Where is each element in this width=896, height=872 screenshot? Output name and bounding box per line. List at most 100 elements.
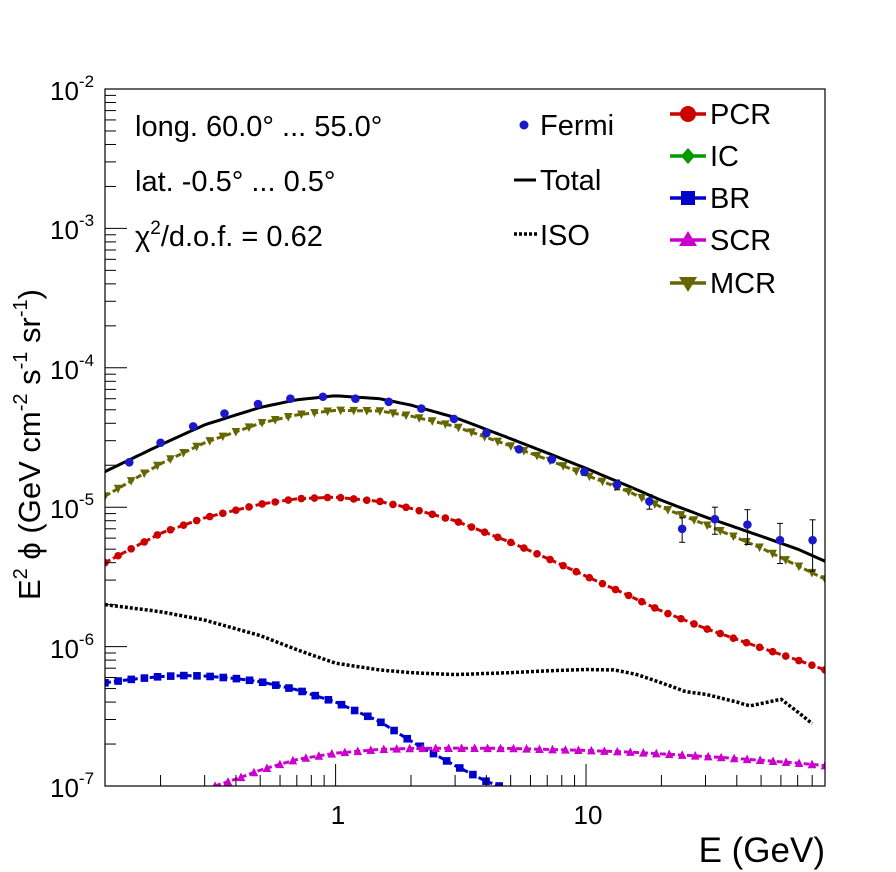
- pcr-point: [153, 531, 162, 539]
- mcr-point: [139, 469, 149, 479]
- pcr-point: [192, 516, 201, 525]
- br-point: [363, 712, 372, 721]
- scr-point: [574, 745, 583, 755]
- pcr-point: [415, 506, 423, 515]
- pcr-point: [179, 521, 188, 529]
- br-point: [311, 691, 320, 700]
- pcr-point: [467, 523, 476, 531]
- pcr-point: [232, 506, 240, 514]
- mcr-point: [558, 462, 568, 471]
- mcr-point: [794, 562, 804, 572]
- pcr-point: [310, 494, 319, 502]
- legend-br-label: BR: [710, 183, 750, 215]
- fermi-point: [156, 438, 165, 448]
- mcr-point: [126, 477, 136, 486]
- y-tick-label: 10-5: [50, 490, 94, 524]
- x-tick-labels: 1 10: [331, 800, 603, 830]
- pcr-point: [624, 591, 633, 600]
- scr-point: [249, 767, 259, 777]
- mcr-line: [105, 408, 825, 581]
- br-point: [285, 684, 293, 692]
- pcr-point: [651, 604, 659, 612]
- mcr-point: [362, 407, 372, 416]
- mcr-point: [297, 410, 306, 420]
- br-point: [193, 672, 201, 680]
- fermi-point: [645, 497, 654, 506]
- mcr-point: [375, 407, 385, 416]
- fermi-point: [417, 404, 426, 413]
- fermi-points-layer: [124, 392, 817, 572]
- br-point: [166, 672, 175, 680]
- x-tick-label: 1: [331, 800, 345, 830]
- br-point: [219, 673, 228, 682]
- fermi-point: [775, 535, 785, 545]
- mcr-point: [663, 505, 673, 515]
- scr-point: [470, 743, 479, 753]
- scr-point: [651, 748, 661, 758]
- fermi-point: [318, 392, 328, 402]
- legend-mcr-label: MCR: [710, 268, 776, 300]
- pcr-point: [729, 634, 738, 642]
- scr-point: [444, 743, 453, 752]
- mcr-point: [192, 442, 201, 452]
- pcr-point: [716, 629, 725, 638]
- scr-point: [483, 743, 492, 753]
- mcr-point: [637, 493, 647, 503]
- pcr-point: [336, 493, 345, 502]
- mcr-point: [781, 556, 791, 565]
- mcr-point: [270, 416, 280, 425]
- pcr-point: [742, 638, 751, 647]
- legend-total-label: Total: [540, 165, 601, 197]
- x-tick-label: 10: [574, 800, 603, 830]
- pcr-point: [428, 510, 437, 519]
- legend-ic-label: IC: [710, 141, 739, 173]
- fermi-point: [710, 514, 720, 524]
- mcr-point: [493, 437, 503, 447]
- legend-br-marker: [681, 191, 695, 205]
- br-point: [232, 674, 241, 683]
- legend-pcr-marker: [680, 106, 696, 122]
- mcr-point: [820, 575, 825, 584]
- scr-point: [561, 745, 570, 754]
- mcr-point: [244, 423, 254, 433]
- mcr-point: [624, 487, 633, 497]
- scr-point: [587, 745, 596, 755]
- mcr-point: [768, 549, 777, 559]
- mcr-point: [441, 420, 450, 429]
- fermi-point: [612, 480, 622, 490]
- scr-point: [781, 757, 791, 766]
- mcr-point: [231, 427, 241, 437]
- pcr-point: [664, 609, 672, 618]
- br-point: [114, 677, 122, 685]
- mcr-point: [105, 492, 110, 501]
- scr-point: [548, 744, 557, 754]
- pcr-point: [363, 496, 371, 504]
- br-point: [127, 675, 136, 684]
- mcr-point: [742, 538, 751, 547]
- pcr-point: [402, 503, 410, 512]
- scr-point: [716, 752, 726, 762]
- scr-point: [327, 748, 337, 758]
- scr-point: [768, 756, 778, 765]
- series-layer: [105, 394, 825, 786]
- br-point: [350, 706, 359, 715]
- legend-left: Fermi Total ISO: [514, 110, 614, 252]
- pcr-point: [559, 561, 567, 570]
- scr-point: [664, 749, 674, 759]
- longitude-annotation: long. 60.0° ... 55.0°: [135, 111, 382, 143]
- mcr-point: [310, 408, 319, 418]
- mcr-point: [506, 442, 516, 451]
- annotations: long. 60.0° ... 55.0° lat. -0.5° ... 0.5…: [135, 111, 382, 253]
- mcr-point: [454, 423, 463, 433]
- pcr-point: [690, 620, 698, 628]
- mcr-point: [166, 455, 175, 464]
- y-tick-label: 10-4: [50, 351, 94, 385]
- mcr-point: [323, 407, 332, 417]
- br-point: [403, 734, 412, 743]
- scr-point: [212, 781, 218, 786]
- br-point: [324, 695, 333, 704]
- scr-point: [509, 743, 518, 753]
- axis-ticks: [105, 94, 826, 787]
- pcr-point: [258, 500, 266, 508]
